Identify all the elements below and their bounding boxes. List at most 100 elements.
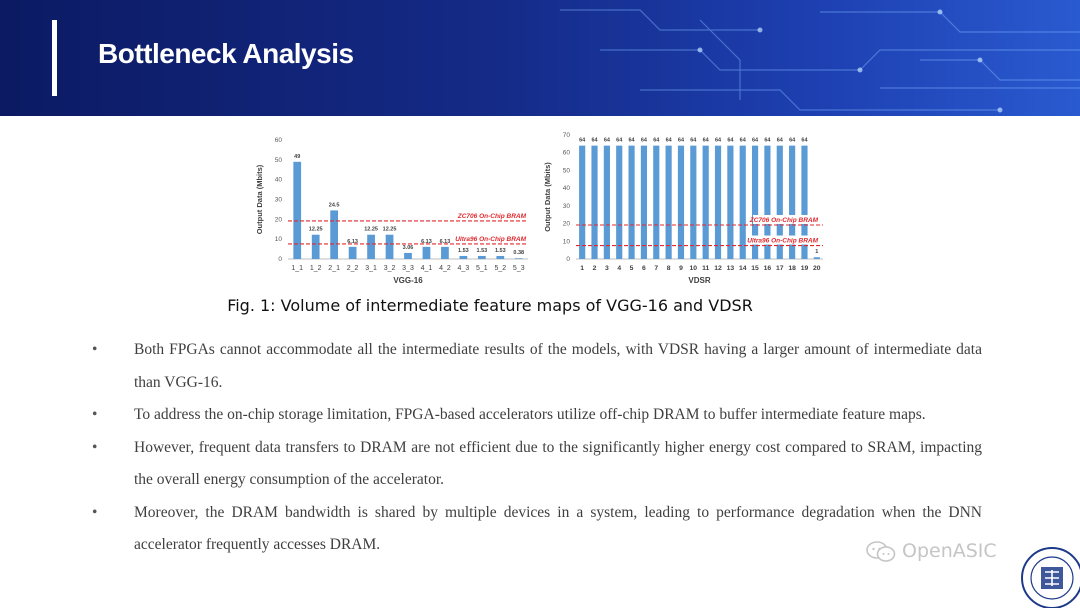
x-tick-label: 18 (788, 265, 796, 272)
bar (801, 145, 808, 259)
y-tick-label: 30 (275, 197, 283, 204)
bar (404, 252, 412, 259)
data-label: 12.25 (309, 227, 323, 233)
x-tick-label: 15 (751, 265, 759, 272)
data-label: 64 (764, 138, 771, 144)
y-tick-label: 0 (278, 256, 282, 263)
bar (690, 145, 697, 259)
bram-reference-label: ZC706 On-Chip BRAM (457, 213, 527, 220)
x-tick-label: 1 (580, 265, 584, 272)
figure-caption: Fig. 1: Volume of intermediate feature m… (227, 296, 753, 315)
data-label: 1.53 (495, 248, 506, 254)
data-label: 6.13 (421, 239, 432, 245)
bram-reference-label: Ultra96 On-Chip BRAM (747, 238, 818, 245)
x-tick-label: 2_1 (328, 265, 340, 272)
bullet-icon: • (92, 341, 98, 358)
bram-reference-label: Ultra96 On-Chip BRAM (455, 236, 526, 243)
x-tick-label: 19 (801, 265, 809, 272)
data-label: 24.5 (329, 202, 340, 208)
y-tick-label: 50 (563, 167, 571, 174)
x-tick-label: 1_2 (310, 265, 322, 272)
x-axis-label: VGG-16 (393, 276, 423, 285)
y-tick-label: 20 (275, 216, 283, 223)
y-axis-label: Output Data (Mbits) (255, 164, 264, 234)
y-tick-label: 40 (563, 185, 571, 192)
bar (702, 145, 709, 259)
x-tick-label: 9 (679, 265, 683, 272)
data-label: 64 (740, 138, 747, 144)
bar (776, 145, 783, 259)
bar (628, 145, 635, 259)
data-label: 64 (678, 138, 685, 144)
bar (751, 145, 759, 259)
x-tick-label: 11 (702, 265, 709, 272)
bram-label-background (753, 214, 820, 224)
slide-title: Bottleneck Analysis (98, 38, 354, 69)
x-tick-label: 13 (727, 265, 735, 272)
bullet-item: • Moreover, the DRAM bandwidth is shared … (92, 497, 982, 562)
bar (579, 145, 586, 259)
x-tick-label: 16 (764, 265, 772, 272)
x-tick-label: 4_1 (421, 265, 433, 272)
data-label: 64 (801, 138, 808, 144)
circuit-decoration (560, 9, 1080, 113)
bar (616, 145, 623, 259)
data-label: 6.13 (440, 239, 451, 245)
bar (591, 145, 598, 259)
x-tick-label: 7 (654, 265, 658, 272)
x-tick-label: 20 (813, 265, 821, 272)
data-label: 1.53 (476, 248, 487, 254)
x-tick-label: 14 (739, 265, 747, 272)
bar (330, 210, 339, 259)
bar (603, 145, 610, 259)
data-label: 64 (727, 138, 734, 144)
x-tick-label: 8 (667, 265, 671, 272)
bar (714, 145, 722, 259)
y-axis-label: Output Data (Mbits) (543, 162, 552, 232)
bar (653, 145, 660, 259)
wechat-icon (866, 540, 896, 562)
slide-header: Bottleneck Analysis (0, 0, 1080, 116)
bar (677, 145, 685, 259)
university-seal-icon (1021, 547, 1080, 608)
data-label: 64 (789, 138, 796, 144)
title-accent-bar (52, 20, 57, 96)
bar (514, 258, 523, 259)
data-label: 64 (690, 138, 697, 144)
bar (813, 257, 820, 259)
x-axis-label: VDSR (688, 276, 710, 285)
data-label: 1.53 (458, 248, 469, 254)
data-label: 64 (653, 138, 660, 144)
y-tick-label: 70 (563, 132, 571, 139)
data-label: 64 (777, 138, 784, 144)
y-tick-label: 50 (275, 157, 283, 164)
bullet-list: • Both FPGAs cannot accommodate all the i… (92, 334, 982, 562)
bullet-item: • To address the on-chip storage limitati… (92, 399, 982, 432)
bullet-icon: • (92, 503, 98, 521)
bar (311, 234, 320, 259)
data-label: 64 (641, 138, 648, 144)
y-tick-label: 20 (563, 221, 571, 228)
y-tick-label: 60 (275, 137, 283, 144)
data-label: 64 (666, 138, 673, 144)
bar (496, 255, 505, 259)
bar (789, 145, 796, 259)
bar (422, 246, 431, 259)
bar (385, 234, 394, 259)
bar (348, 246, 357, 259)
x-tick-label: 12 (714, 265, 722, 272)
data-label: 64 (715, 138, 722, 144)
x-tick-label: 1_1 (291, 265, 303, 272)
data-label: 64 (616, 138, 623, 144)
y-tick-label: 10 (563, 238, 571, 245)
x-tick-label: 4_2 (439, 265, 451, 272)
data-label: 64 (703, 138, 710, 144)
bar (739, 145, 746, 259)
x-tick-label: 3 (605, 265, 609, 272)
x-tick-label: 5 (630, 265, 634, 272)
bar (367, 234, 375, 259)
y-tick-label: 40 (275, 177, 283, 184)
bar (293, 161, 302, 259)
data-label: 0.38 (513, 250, 524, 256)
data-label: 6.13 (347, 239, 358, 245)
